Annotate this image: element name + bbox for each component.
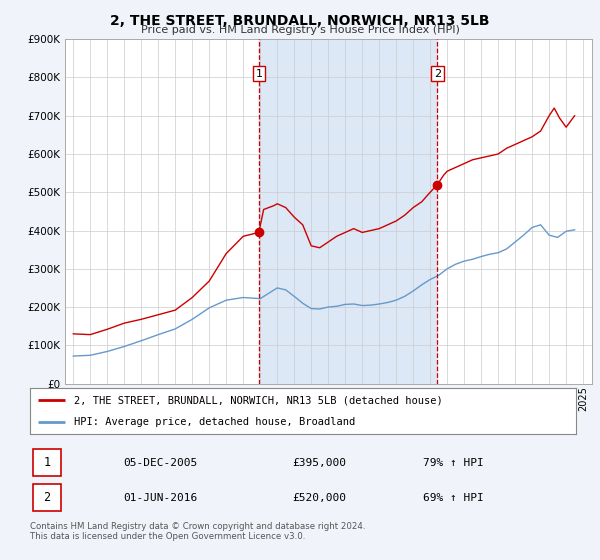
Text: 1: 1 <box>256 69 262 78</box>
Text: 1: 1 <box>43 456 50 469</box>
Text: 01-JUN-2016: 01-JUN-2016 <box>123 493 197 503</box>
FancyBboxPatch shape <box>33 449 61 476</box>
Bar <box>259 39 437 384</box>
Text: 2, THE STREET, BRUNDALL, NORWICH, NR13 5LB (detached house): 2, THE STREET, BRUNDALL, NORWICH, NR13 5… <box>74 395 442 405</box>
Text: 05-DEC-2005: 05-DEC-2005 <box>123 458 197 468</box>
Text: £520,000: £520,000 <box>292 493 346 503</box>
Text: 69% ↑ HPI: 69% ↑ HPI <box>423 493 484 503</box>
FancyBboxPatch shape <box>33 484 61 511</box>
Text: Price paid vs. HM Land Registry's House Price Index (HPI): Price paid vs. HM Land Registry's House … <box>140 25 460 35</box>
Text: 2, THE STREET, BRUNDALL, NORWICH, NR13 5LB: 2, THE STREET, BRUNDALL, NORWICH, NR13 5… <box>110 14 490 28</box>
Text: 79% ↑ HPI: 79% ↑ HPI <box>423 458 484 468</box>
Text: Contains HM Land Registry data © Crown copyright and database right 2024.
This d: Contains HM Land Registry data © Crown c… <box>30 522 365 542</box>
Text: HPI: Average price, detached house, Broadland: HPI: Average price, detached house, Broa… <box>74 417 355 427</box>
Text: 2: 2 <box>434 69 441 78</box>
Text: 2: 2 <box>43 491 50 505</box>
Text: £395,000: £395,000 <box>292 458 346 468</box>
